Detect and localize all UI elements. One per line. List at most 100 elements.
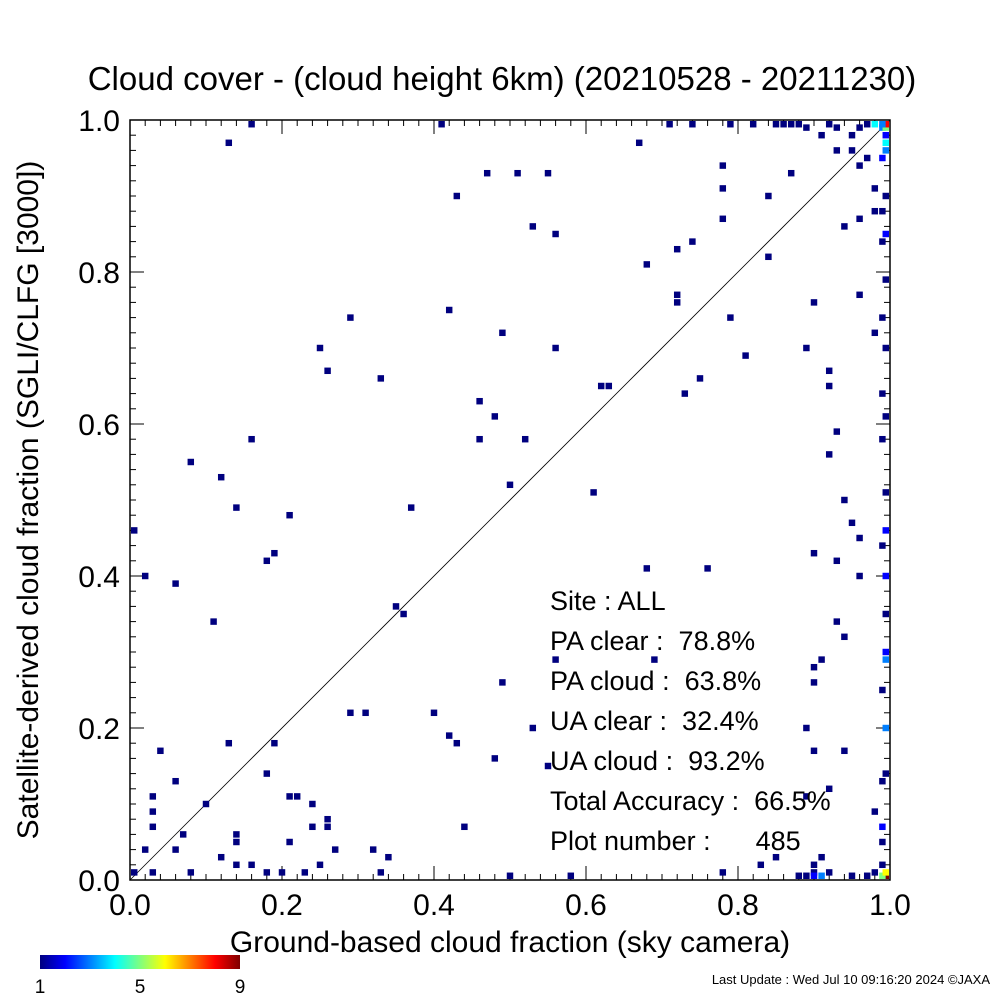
data-cell bbox=[263, 869, 271, 876]
data-cell bbox=[316, 344, 324, 352]
data-cell bbox=[882, 131, 889, 139]
data-cell bbox=[225, 739, 233, 747]
stat-line: PA clear : 78.8% bbox=[550, 626, 755, 656]
data-cell bbox=[818, 853, 825, 861]
data-cell bbox=[309, 823, 316, 831]
data-cell bbox=[882, 192, 889, 200]
data-cell bbox=[483, 169, 491, 177]
data-cell bbox=[803, 724, 810, 732]
data-cell bbox=[879, 861, 886, 869]
data-cell bbox=[882, 648, 889, 656]
data-cell bbox=[742, 352, 749, 359]
data-cell bbox=[863, 121, 871, 128]
data-cell bbox=[879, 390, 886, 397]
data-cell bbox=[271, 739, 278, 747]
data-cell bbox=[841, 747, 848, 755]
data-cell bbox=[871, 808, 879, 815]
data-cell bbox=[810, 869, 818, 876]
data-cell bbox=[848, 519, 856, 527]
data-cell bbox=[499, 679, 506, 686]
data-cell bbox=[248, 435, 255, 443]
data-cell bbox=[719, 185, 727, 192]
data-cell bbox=[544, 762, 552, 770]
data-cell bbox=[879, 121, 886, 128]
data-cell bbox=[882, 489, 889, 496]
data-cells bbox=[131, 121, 889, 879]
data-cell bbox=[506, 481, 514, 489]
data-cell bbox=[217, 853, 225, 861]
data-cell bbox=[689, 121, 696, 128]
data-cell bbox=[149, 823, 157, 831]
data-cell bbox=[848, 147, 856, 154]
data-cell bbox=[833, 428, 841, 435]
data-cell bbox=[882, 770, 889, 777]
data-cell bbox=[673, 299, 681, 306]
data-cell bbox=[825, 451, 833, 458]
data-cell bbox=[856, 215, 863, 223]
data-cell bbox=[879, 542, 886, 549]
data-cell bbox=[172, 846, 179, 853]
stat-line: UA cloud : 93.2% bbox=[550, 746, 765, 776]
diagonal-line bbox=[129, 119, 891, 881]
data-cell bbox=[131, 869, 138, 876]
data-cell bbox=[202, 800, 210, 808]
data-cell bbox=[848, 131, 856, 139]
data-cell bbox=[301, 869, 309, 876]
data-cell bbox=[810, 861, 818, 869]
data-cell bbox=[856, 124, 863, 131]
data-cell bbox=[871, 121, 879, 128]
data-cell bbox=[491, 755, 499, 762]
data-cell bbox=[453, 192, 461, 200]
data-cell bbox=[879, 238, 886, 245]
data-cell bbox=[233, 861, 240, 869]
stat-line: Total Accuracy : 66.5% bbox=[550, 786, 831, 816]
data-cell bbox=[882, 276, 889, 283]
data-cell bbox=[225, 139, 233, 147]
data-cell bbox=[882, 610, 889, 618]
data-cell bbox=[278, 869, 286, 876]
data-cell bbox=[882, 139, 889, 147]
data-cell bbox=[871, 329, 879, 337]
data-cell bbox=[149, 808, 157, 815]
data-cell bbox=[552, 344, 559, 352]
data-cell bbox=[248, 861, 255, 869]
data-cell bbox=[324, 815, 331, 823]
colorbar-min-label: 1 bbox=[35, 977, 46, 998]
colorbar-max-label: 9 bbox=[235, 977, 246, 998]
data-cell bbox=[818, 131, 825, 139]
data-cell bbox=[635, 139, 643, 147]
data-cell bbox=[879, 838, 886, 846]
colorbar-mid-label: 5 bbox=[135, 977, 146, 998]
data-cell bbox=[787, 121, 795, 128]
data-cell bbox=[879, 154, 886, 162]
data-cell bbox=[362, 709, 369, 717]
data-cell bbox=[871, 869, 879, 876]
data-cell bbox=[217, 473, 225, 481]
data-cell bbox=[666, 121, 673, 128]
data-cell bbox=[848, 872, 856, 879]
data-cell bbox=[787, 169, 795, 177]
stat-line: UA clear : 32.4% bbox=[550, 706, 759, 736]
data-cell bbox=[879, 314, 886, 321]
data-cell bbox=[882, 656, 889, 663]
data-cell bbox=[810, 872, 818, 879]
data-cell bbox=[157, 747, 164, 755]
data-cell bbox=[765, 253, 772, 261]
data-cell bbox=[430, 709, 438, 717]
data-cell bbox=[841, 633, 848, 641]
data-cell bbox=[286, 511, 293, 519]
data-cell bbox=[825, 869, 833, 876]
data-cell bbox=[879, 777, 886, 785]
data-cell bbox=[856, 162, 863, 169]
data-cell bbox=[825, 382, 833, 390]
data-cell bbox=[514, 169, 521, 177]
y-tick-label: 0.6 bbox=[78, 409, 120, 442]
data-cell bbox=[141, 846, 149, 853]
data-cell bbox=[377, 869, 385, 876]
data-cell bbox=[833, 618, 841, 625]
x-tick-label: 0.2 bbox=[261, 889, 303, 922]
data-cell bbox=[719, 869, 727, 876]
data-cell bbox=[810, 549, 818, 557]
x-tick-label: 0.0 bbox=[109, 889, 151, 922]
x-tick-label: 0.4 bbox=[413, 889, 455, 922]
